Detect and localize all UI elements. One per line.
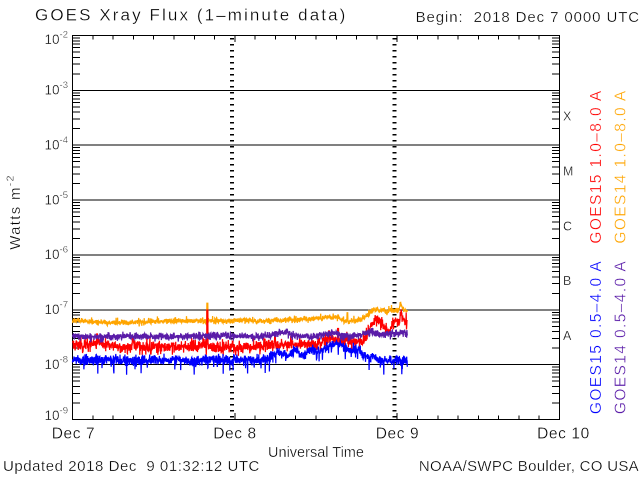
svg-text:GOES15 1.0–8.0 A: GOES15 1.0–8.0 A xyxy=(588,89,605,243)
svg-text:Dec 9: Dec 9 xyxy=(376,426,420,443)
svg-text:GOES14 1.0–8.0 A: GOES14 1.0–8.0 A xyxy=(613,89,630,243)
svg-text:A: A xyxy=(563,329,572,343)
svg-text:GOES15 0.5–4.0 A: GOES15 0.5–4.0 A xyxy=(588,260,605,414)
svg-text:C: C xyxy=(563,219,572,233)
svg-text:Dec 7: Dec 7 xyxy=(52,426,96,443)
svg-text:Dec 8: Dec 8 xyxy=(213,426,257,443)
svg-text:Begin: 2018 Dec 7 0000 UTC: Begin: 2018 Dec 7 0000 UTC xyxy=(416,9,640,26)
svg-text:Updated 2018 Dec 9 01:32:12 U: Updated 2018 Dec 9 01:32:12 UTC xyxy=(3,458,260,475)
svg-text:GOES Xray Flux (1–minute data): GOES Xray Flux (1–minute data) xyxy=(35,6,347,25)
svg-text:Dec 10: Dec 10 xyxy=(537,426,590,443)
svg-text:X: X xyxy=(563,110,572,124)
svg-text:GOES14 0.5–4.0 A: GOES14 0.5–4.0 A xyxy=(613,260,630,414)
svg-text:Watts m-2: Watts m-2 xyxy=(5,174,25,249)
svg-text:B: B xyxy=(563,274,571,288)
svg-text:M: M xyxy=(563,165,573,179)
svg-text:Universal Time: Universal Time xyxy=(268,445,364,461)
svg-text:NOAA/SWPC Boulder, CO USA: NOAA/SWPC Boulder, CO USA xyxy=(419,458,639,475)
